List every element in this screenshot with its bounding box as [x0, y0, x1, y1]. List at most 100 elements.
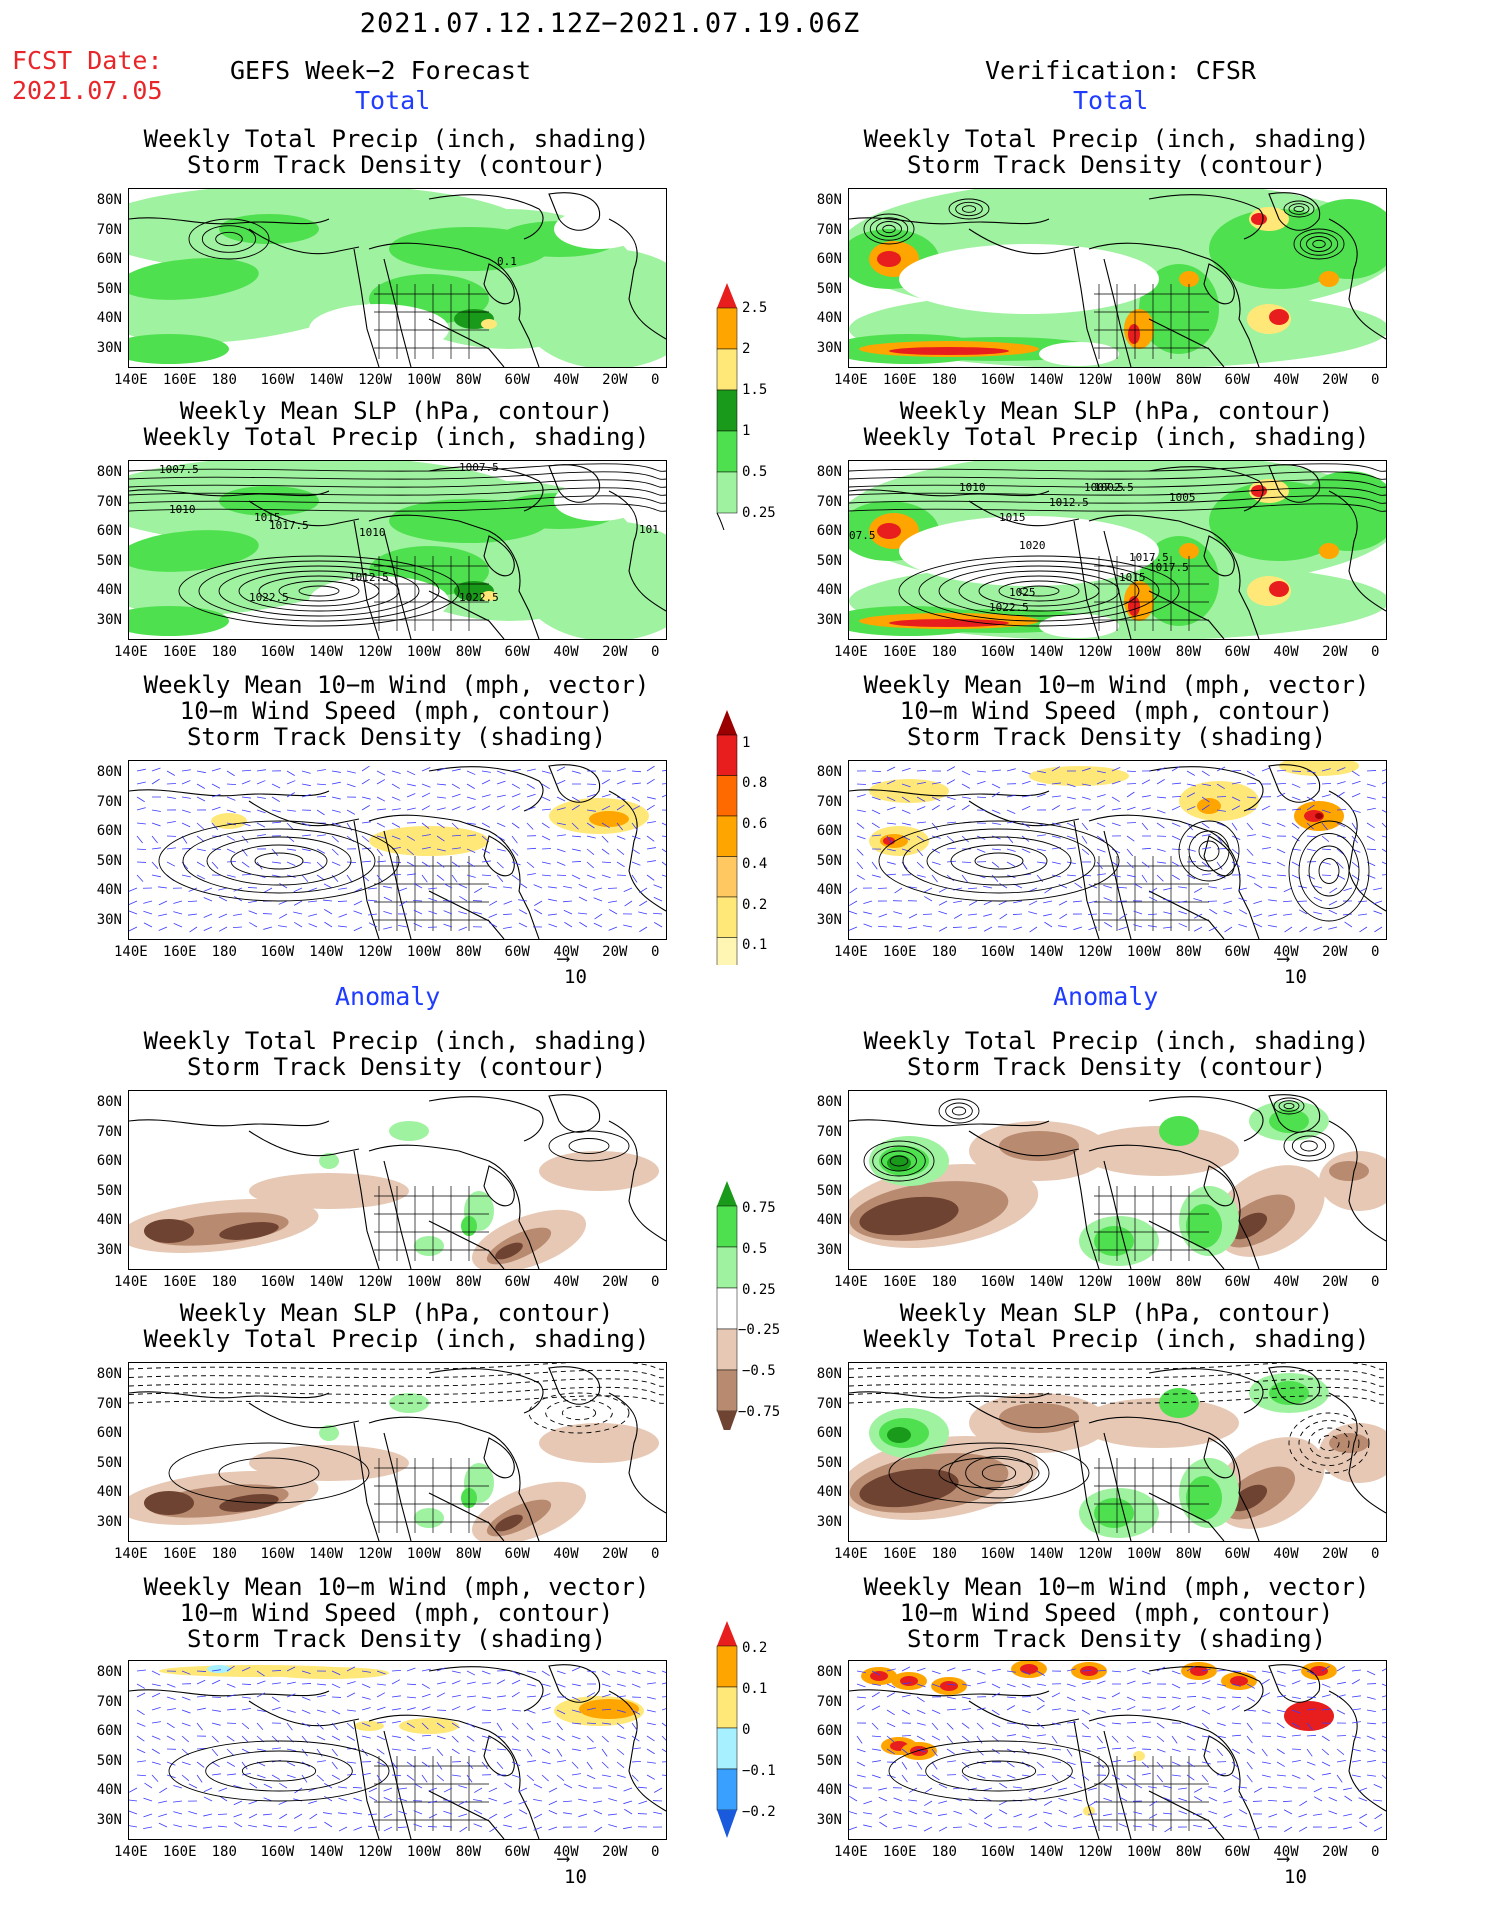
wind-vector: [916, 1735, 926, 1741]
panel-title-line: Weekly Mean SLP (hPa, contour): [899, 397, 1334, 425]
wind-vector: [1163, 898, 1173, 902]
wind-vector: [271, 783, 281, 789]
lon-tick-label: 60W: [504, 1546, 530, 1562]
contour-line: [218, 565, 420, 617]
lon-tick-label: 140W: [1029, 1274, 1063, 1290]
wind-vector: [1126, 770, 1137, 773]
vector-scale-label: 10: [564, 966, 587, 988]
wind-vector: [398, 887, 408, 892]
wind-vector: [976, 1670, 986, 1675]
wind-vector: [1036, 1696, 1045, 1703]
wind-vector: [601, 1735, 609, 1743]
lat-tick-label: 40N: [96, 1212, 122, 1228]
wind-vector: [129, 900, 138, 905]
lon-tick-label: 40W: [1273, 644, 1299, 660]
wind-vector: [1231, 1696, 1242, 1699]
section-total-right: Total: [1073, 86, 1149, 115]
shade-blob: [1190, 1666, 1208, 1676]
wind-vector: [1126, 1735, 1135, 1743]
wind-vector: [946, 1722, 954, 1730]
shade-blob: [887, 1155, 911, 1171]
wind-vector: [931, 804, 940, 811]
coastline: [849, 489, 1050, 497]
shade-blob: [1269, 1381, 1309, 1405]
wind-vector: [871, 1722, 879, 1730]
wind-vector: [1156, 767, 1166, 772]
coastline: [608, 218, 666, 340]
wind-vector: [324, 909, 333, 915]
wind-vector: [211, 1679, 221, 1685]
wind-vector: [968, 913, 978, 916]
wind-vector: [511, 1748, 521, 1751]
wind-vector: [1081, 835, 1088, 844]
wind-vector: [361, 1772, 371, 1776]
wind-vector: [1306, 835, 1317, 838]
wind-vector: [541, 874, 551, 877]
wind-vector: [496, 1735, 506, 1738]
lat-tick-label: 30N: [96, 339, 122, 356]
wind-vector: [413, 883, 423, 889]
wind-vector: [436, 796, 446, 799]
wind-vector: [211, 783, 221, 789]
colorbar-label: 2: [742, 341, 751, 357]
wind-vector: [1327, 1786, 1338, 1789]
wind-vector: [953, 900, 963, 903]
wind-vector: [443, 883, 453, 889]
wind-vector: [1141, 1696, 1151, 1699]
contour-line: [129, 495, 666, 504]
wind-vector: [1276, 1774, 1286, 1777]
wind-vector: [1148, 896, 1158, 902]
wind-vector: [1006, 821, 1016, 824]
wind-vector: [1321, 794, 1331, 798]
wind-vector: [1043, 900, 1053, 904]
panel-right-2: 1010 1002.5 1005 1012.5 1007.5 1017.5 1015 1020…: [848, 460, 1387, 640]
wind-vector: [1141, 779, 1151, 785]
lon-tick-label: 60W: [504, 1844, 530, 1860]
contour-line: [215, 231, 243, 247]
left-title: GEFS Week−2 Forecast: [230, 56, 532, 85]
lon-tick-label: 100W: [406, 1546, 441, 1562]
lon-tick-label: 140E: [114, 1274, 148, 1290]
wind-vector: [196, 1722, 203, 1731]
wind-vector: [1276, 1695, 1286, 1698]
wind-vector: [983, 926, 993, 932]
wind-vector: [1126, 783, 1137, 785]
shade-blob: [129, 530, 259, 572]
wind-vector: [196, 1679, 206, 1685]
contour-line: [961, 205, 977, 213]
lon-tick-label: 20W: [1322, 644, 1348, 660]
wind-vector: [129, 1810, 138, 1815]
wind-vector: [1216, 1683, 1226, 1687]
wind-vector: [338, 1797, 348, 1802]
wind-vector: [1006, 1670, 1016, 1673]
wind-vector: [413, 1810, 423, 1815]
wind-vector: [1216, 809, 1226, 812]
wind-vector: [196, 822, 204, 830]
contour-label: 1010: [959, 481, 986, 494]
wind-vector: [1156, 822, 1165, 829]
wind-vector: [1186, 792, 1196, 798]
wind-vector: [1328, 1810, 1338, 1815]
wind-vector: [406, 1707, 416, 1711]
wind-vector: [1193, 926, 1203, 932]
wind-vector: [571, 1748, 581, 1751]
wind-vector: [976, 1774, 986, 1779]
wind-vector: [541, 835, 551, 841]
lat-tick-label: 40N: [816, 582, 842, 598]
wind-vector: [586, 1670, 596, 1673]
wind-vector: [1298, 885, 1308, 889]
wind-vector: [1126, 791, 1135, 798]
contour-line: [872, 1145, 926, 1177]
wind-vector: [218, 913, 228, 918]
wind-vector: [1201, 861, 1210, 868]
wind-vector: [458, 1813, 468, 1818]
wind-vector: [451, 1694, 461, 1698]
wind-vector: [466, 796, 476, 800]
wind-vector: [241, 796, 251, 799]
wind-vector: [916, 1709, 926, 1714]
wind-vector: [946, 779, 956, 785]
lon-tick-label: 120W: [358, 1546, 392, 1562]
wind-vector: [886, 861, 896, 865]
wind-vector: [1081, 1748, 1091, 1752]
wind-vector: [856, 874, 865, 880]
